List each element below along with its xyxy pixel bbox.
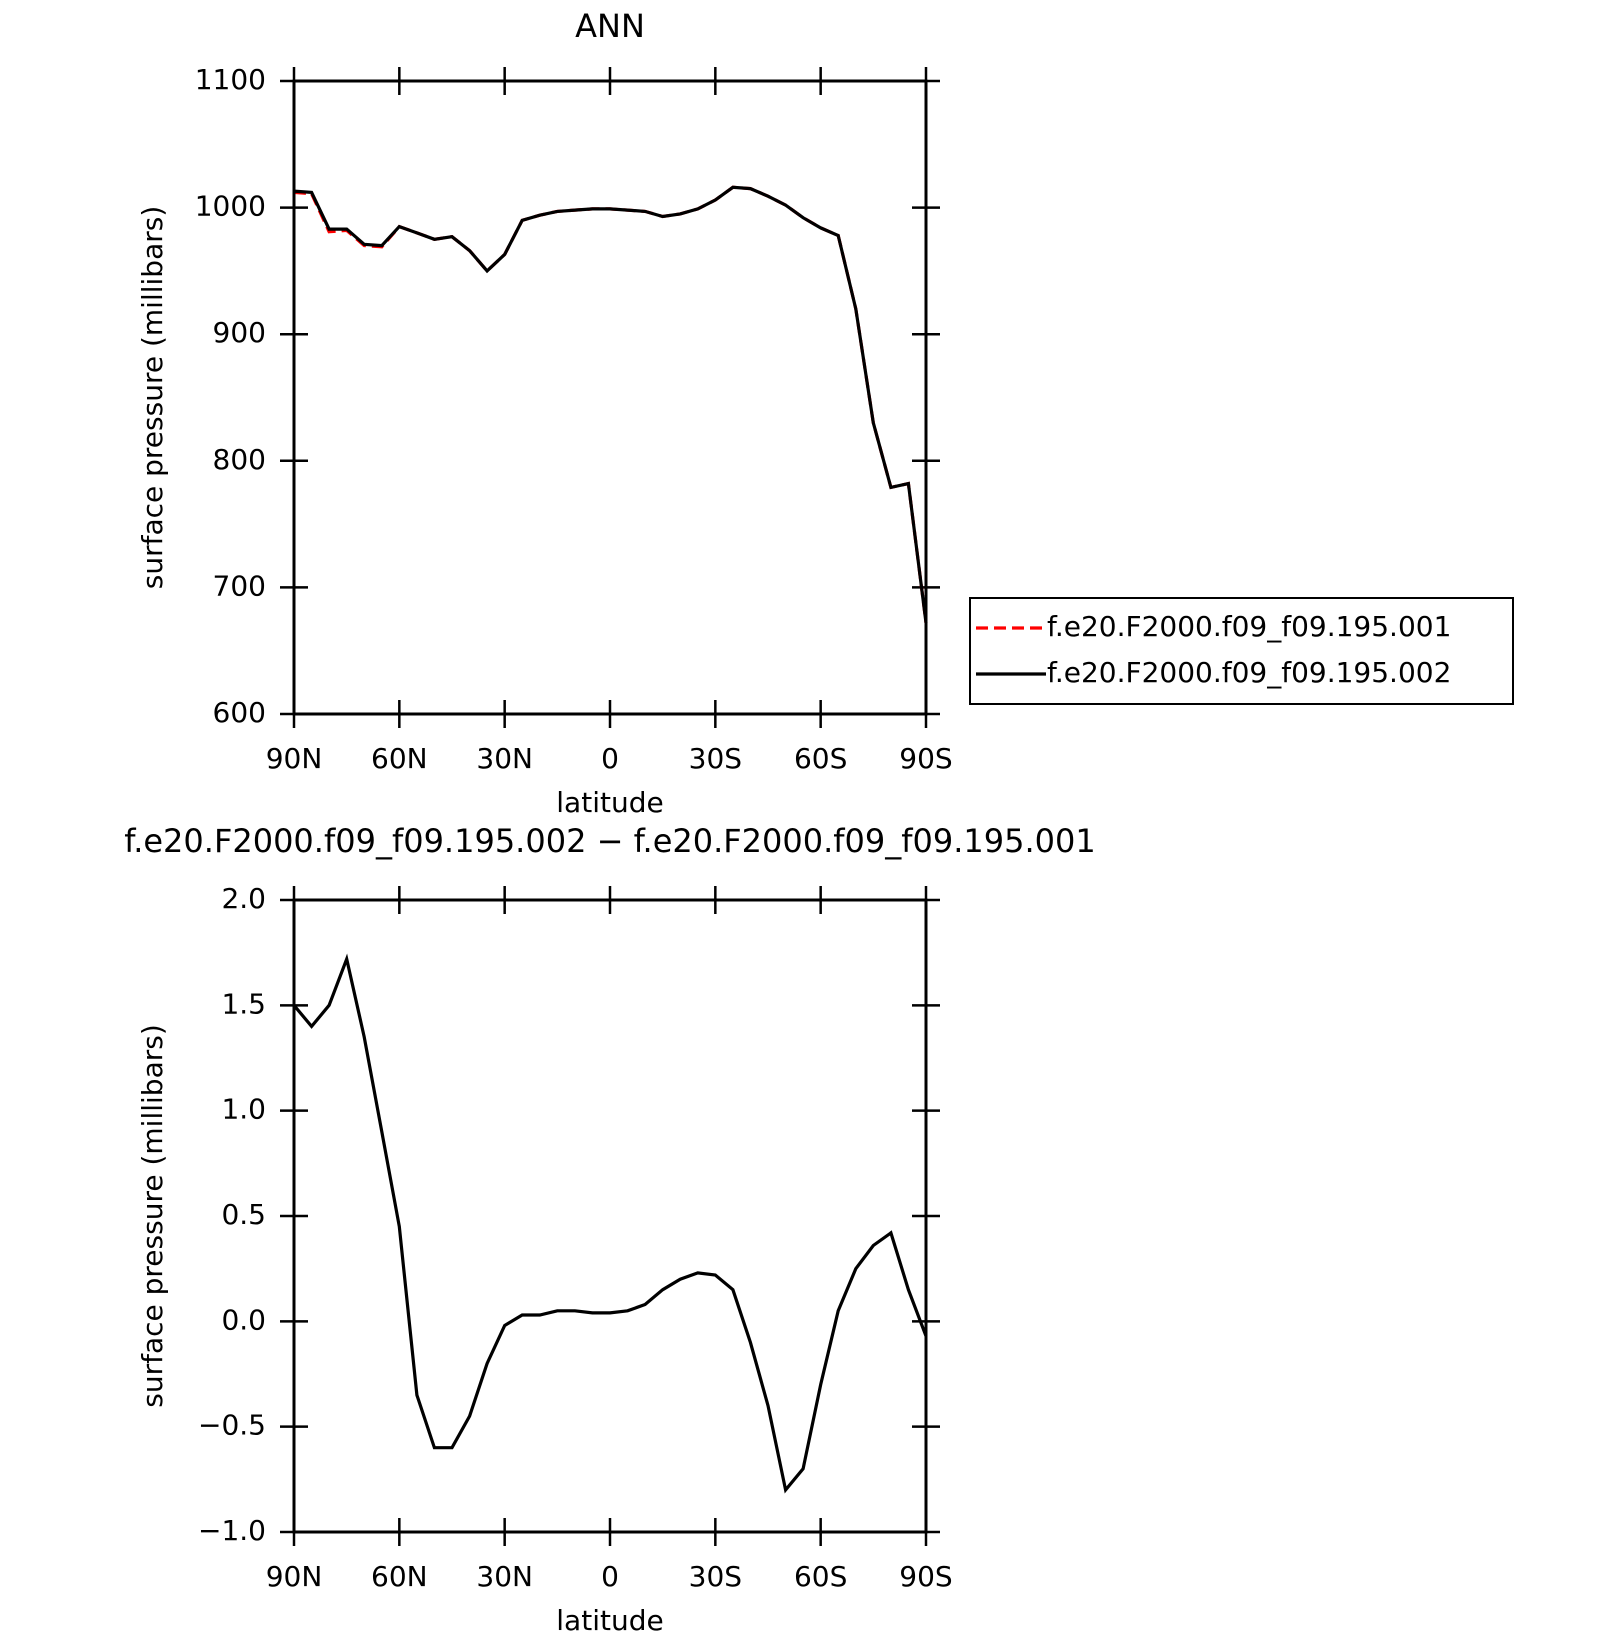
x-tick-label: 90N bbox=[266, 1560, 323, 1593]
y-tick-label: 600 bbox=[213, 696, 266, 729]
x-tick-label: 60N bbox=[371, 742, 428, 775]
x-tick-label: 60S bbox=[794, 1560, 847, 1593]
y-axis-label: surface pressure (millibars) bbox=[136, 206, 169, 590]
x-tick-label: 90S bbox=[899, 742, 952, 775]
x-tick-label: 60N bbox=[371, 1560, 428, 1593]
chart-title: f.e20.F2000.f09_f09.195.002 − f.e20.F200… bbox=[124, 822, 1096, 860]
y-tick-label: 900 bbox=[213, 316, 266, 349]
x-tick-label: 90S bbox=[899, 1560, 952, 1593]
y-tick-label: −1.0 bbox=[198, 1514, 266, 1547]
x-tick-label: 90N bbox=[266, 742, 323, 775]
x-axis-label: latitude bbox=[556, 1604, 663, 1635]
series-line bbox=[293, 185, 928, 624]
y-tick-label: 2.0 bbox=[221, 882, 266, 915]
y-tick-label: 700 bbox=[213, 569, 266, 602]
y-tick-label: 800 bbox=[213, 443, 266, 476]
y-tick-label: −0.5 bbox=[198, 1409, 266, 1442]
x-axis-label: latitude bbox=[556, 786, 663, 819]
y-tick-label: 1000 bbox=[195, 190, 266, 223]
y-tick-label: 1100 bbox=[195, 63, 266, 96]
legend-label: f.e20.F2000.f09_f09.195.002 bbox=[1047, 656, 1451, 689]
legend-label: f.e20.F2000.f09_f09.195.001 bbox=[1047, 610, 1451, 643]
x-tick-label: 30N bbox=[476, 1560, 533, 1593]
y-tick-label: 1.0 bbox=[221, 1093, 266, 1126]
y-axis-label: surface pressure (millibars) bbox=[136, 1024, 169, 1408]
x-tick-label: 30S bbox=[689, 742, 742, 775]
x-tick-label: 30N bbox=[476, 742, 533, 775]
x-tick-label: 0 bbox=[601, 1560, 619, 1593]
x-tick-label: 0 bbox=[601, 742, 619, 775]
plot-frame bbox=[292, 79, 928, 716]
y-tick-label: 1.5 bbox=[221, 987, 266, 1020]
series-line bbox=[293, 185, 928, 624]
plot-frame bbox=[292, 898, 928, 1534]
chart-title: ANN bbox=[575, 7, 645, 45]
x-tick-label: 60S bbox=[794, 742, 847, 775]
legend-box bbox=[969, 597, 1514, 705]
y-tick-label: 0.5 bbox=[221, 1198, 266, 1231]
series-line bbox=[292, 953, 928, 1494]
y-tick-label: 0.0 bbox=[221, 1303, 266, 1336]
x-tick-label: 30S bbox=[689, 1560, 742, 1593]
